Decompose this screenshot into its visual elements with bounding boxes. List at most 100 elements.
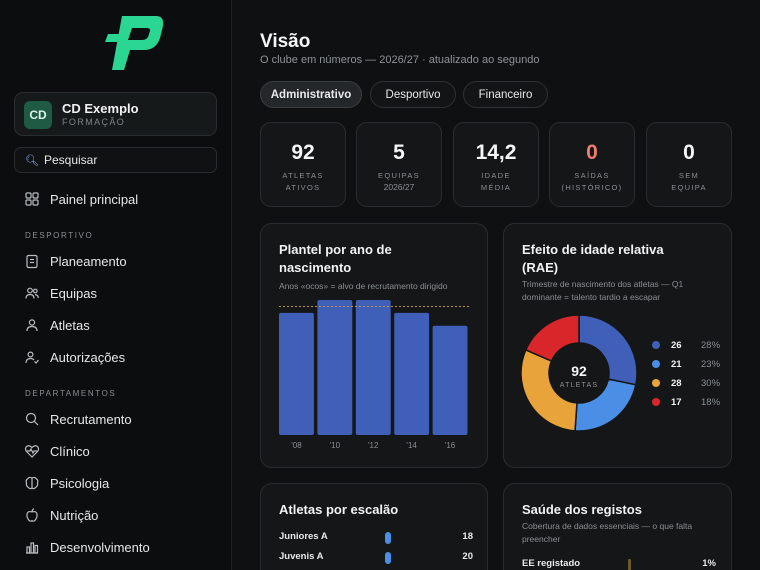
tick-label: '10 [330,441,341,450]
escalao-bar [385,552,391,564]
stat-label: SAÍDAS (HISTÓRICO) [561,171,623,192]
stat-value: 92 [291,141,315,164]
club-name: CD Exemplo [62,101,139,116]
tab-administrativo[interactable]: Administrativo [260,81,362,108]
legend-item: 28 30% [652,377,720,389]
club-logo [62,16,164,73]
sidebar-item-clinico[interactable]: Clínico [24,440,90,462]
sidebar-item-nutricao[interactable]: Nutrição [24,504,98,526]
donut-slice [520,348,578,432]
stat-equipas: 5 EQUIPAS 2026/27 [356,122,442,207]
sidebar-item-label: Recrutamento [50,411,132,427]
rae-donut-chart: 92 ATLETAS [520,314,638,432]
sidebar-item-label: Nutrição [50,507,99,523]
stat-label: IDADE MÉDIA [480,171,512,192]
bar-'14 [394,312,430,435]
legend-value: 28 [671,377,682,389]
stat-label: SEM EQUIPA [671,171,707,192]
escalao-row: Juniores A 18 [279,531,473,545]
sidebar-item-desenvolvimento[interactable]: Desenvolvimento [24,536,150,558]
legend-swatch [652,379,660,387]
sidebar-item-label: Painel principal [50,191,139,207]
stat-label: EQUIPAS [378,171,420,180]
card-title: Atletas por escalão [279,502,399,517]
escalao-bar [385,532,391,544]
donut-slice [578,314,638,386]
sidebar-item-label: Planeamento [50,253,127,269]
user-icon [26,319,38,332]
sidebar-item-label: Equipas [50,285,97,301]
legend-swatch [652,360,660,368]
saude-card: Saúde dos registos Cobertura de dados es… [503,483,732,570]
page-subtitle: O clube em números — 2026/27 · atualizad… [260,54,540,66]
legend-percent: 30% [701,377,721,389]
bar-'16 [432,325,468,435]
sidebar-item-equipas[interactable]: Equipas [24,282,97,304]
sidebar-item-label: Atletas [50,317,90,333]
legend-value: 26 [671,339,682,351]
sidebar-item-recrutamento[interactable]: Recrutamento [24,408,132,430]
donut-center-label: ATLETAS [560,382,598,389]
grid-icon [25,192,39,206]
sidebar-item-atletas[interactable]: Atletas [24,314,90,336]
sidebar-item-psicologia[interactable]: Psicologia [24,472,109,494]
stat-value: 14,2 [475,141,517,164]
legend-value: 17 [671,396,682,408]
legend-value: 21 [671,358,682,370]
escalao-name: Juniores A [279,531,328,542]
legend-percent: 18% [701,396,721,408]
user-check-icon [25,351,39,364]
legend-percent: 28% [701,339,721,351]
plantel-bar-chart: '08 '10 '12 '14 '16 [279,300,471,450]
section-departamentos: DEPARTAMENTOS [25,389,117,398]
sidebar-item-painel[interactable]: Painel principal [24,188,138,210]
search-label: Pesquisar [43,153,98,167]
search-icon [25,412,39,426]
club-avatar: CD [24,101,52,129]
tick-label: '14 [406,441,417,450]
tab-desportivo[interactable]: Desportivo [370,81,456,108]
stat-value: 0 [683,141,695,164]
tab-financeiro[interactable]: Financeiro [463,81,548,108]
sidebar-item-label: Clínico [50,443,90,459]
card-subtitle: Anos «ocos» = alvo de recrutamento dirig… [279,281,448,291]
sidebar: CD CD Exemplo FORMAÇÃO 🔍︎ Pesquisar Pain… [0,0,232,570]
saude-bar [628,559,631,570]
stat-value: 5 [393,141,405,164]
legend-item: 21 23% [652,358,720,370]
search-icon: 🔍︎ [25,154,39,167]
card-title: Plantel por ano de nascimento [279,242,392,275]
search-input[interactable]: 🔍︎ Pesquisar [14,147,217,173]
bar-chart-icon [26,542,39,554]
card-subtitle: Trimestre de nascimento dos atletas — Q1… [522,279,684,302]
stat-saidas: 0 SAÍDAS (HISTÓRICO) [549,122,635,207]
sidebar-item-planeamento[interactable]: Planeamento [24,250,127,272]
sidebar-item-label: Autorizações [50,349,126,365]
clipboard-icon [26,254,38,269]
sidebar-item-label: Desenvolvimento [50,539,150,555]
bar-'08 [279,312,314,435]
stat-idade-media: 14,2 IDADE MÉDIA [453,122,539,207]
saude-row: EE registado 1% [522,558,716,570]
main-content: Visão O clube em números — 2026/27 · atu… [232,0,760,570]
section-desportivo: DESPORTIVO [25,231,94,240]
escalao-count: 18 [462,531,473,542]
donut-center-value: 92 [571,363,587,379]
page-title: Visão [260,31,311,52]
stat-sem-equipa: 0 SEM EQUIPA [646,122,732,207]
brain-icon [25,476,39,490]
stat-sublabel: 2026/27 [383,182,415,192]
legend-item: 17 18% [652,396,720,408]
plantel-card: Plantel por ano de nascimento Anos «ocos… [260,223,488,468]
sidebar-item-autorizacoes[interactable]: Autorizações [24,346,125,368]
sidebar-item-label: Psicologia [50,475,110,491]
stat-atletas-ativos: 92 ATLETAS ATIVOS [260,122,346,207]
legend-item: 26 28% [652,339,720,351]
club-card[interactable]: CD CD Exemplo FORMAÇÃO [14,92,217,136]
legend-swatch [652,398,660,406]
bar-'10 [317,300,353,435]
users-icon [25,287,39,299]
escalao-count: 20 [462,551,473,562]
stat-value: 0 [586,141,598,164]
card-title: Saúde dos registos [522,502,642,517]
